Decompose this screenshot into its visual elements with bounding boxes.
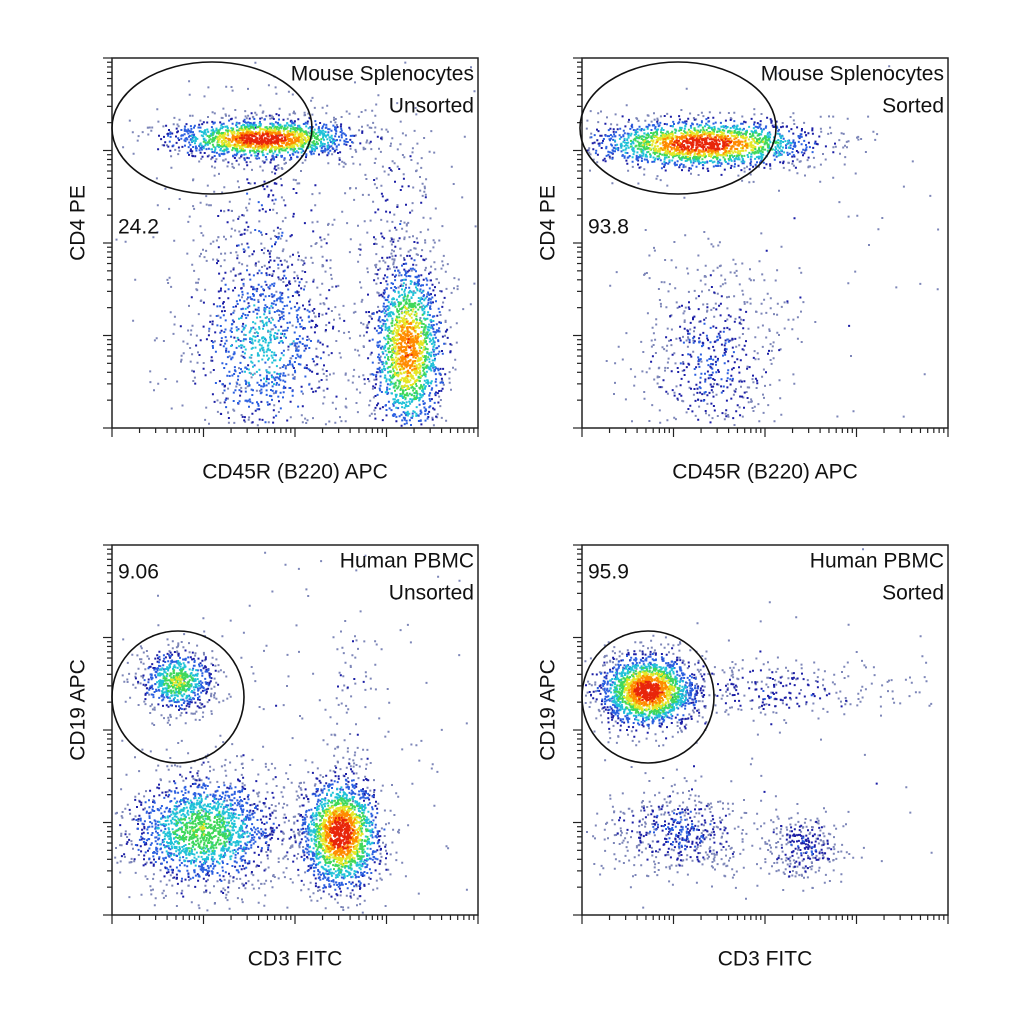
event-dots [584, 548, 933, 909]
event-dots [329, 816, 355, 850]
panel-subtitle: Sorted [882, 95, 944, 118]
panel: Human PBMC Unsorted 9.06 CD3 FITC CD19 APC [67, 544, 479, 971]
event-dots [585, 65, 940, 427]
x-axis-label: CD3 FITC [718, 948, 813, 971]
panel-title: Mouse Splenocytes [291, 63, 474, 86]
panel-subtitle: Unsorted [389, 582, 474, 605]
event-dots [590, 118, 816, 402]
y-axis-label: CD19 APC [67, 659, 90, 761]
event-dots [162, 668, 369, 874]
gate [581, 630, 715, 764]
gate-percent: 24.2 [118, 216, 159, 239]
gate [111, 630, 245, 764]
gate [111, 61, 313, 195]
panel: Mouse Splenocytes Sorted 93.8 CD45R (B220) … [537, 57, 949, 484]
gate-percent: 93.8 [588, 216, 629, 239]
y-axis-label: CD4 PE [537, 185, 560, 261]
panel-title: Mouse Splenocytes [761, 63, 944, 86]
event-dots [633, 680, 664, 703]
event-dots [614, 123, 793, 165]
gate-percent: 9.06 [118, 561, 159, 584]
panel-title: Human PBMC [810, 550, 944, 573]
event-dots [224, 130, 421, 377]
gate-percent: 95.9 [588, 561, 629, 584]
x-axis-label: CD45R (B220) APC [672, 461, 858, 484]
x-axis-label: CD45R (B220) APC [202, 461, 388, 484]
panel-subtitle: Unsorted [389, 95, 474, 118]
x-axis-label: CD3 FITC [248, 948, 343, 971]
event-dots [119, 640, 388, 898]
panel: Mouse Splenocytes Unsorted 24.2 CD45R (B220… [67, 57, 479, 484]
event-dots [167, 118, 446, 426]
panel-title: Human PBMC [340, 550, 474, 573]
event-dots [671, 136, 732, 152]
y-axis-label: CD4 PE [67, 185, 90, 261]
event-dots [642, 130, 765, 158]
panel: Human PBMC Sorted 95.9 CD3 FITC CD19 APC [537, 544, 949, 971]
event-dots [114, 551, 468, 914]
event-dots [190, 122, 436, 418]
y-axis-label: CD19 APC [537, 659, 560, 761]
panel-subtitle: Sorted [882, 582, 944, 605]
event-dots [202, 125, 430, 400]
gate [579, 61, 777, 195]
